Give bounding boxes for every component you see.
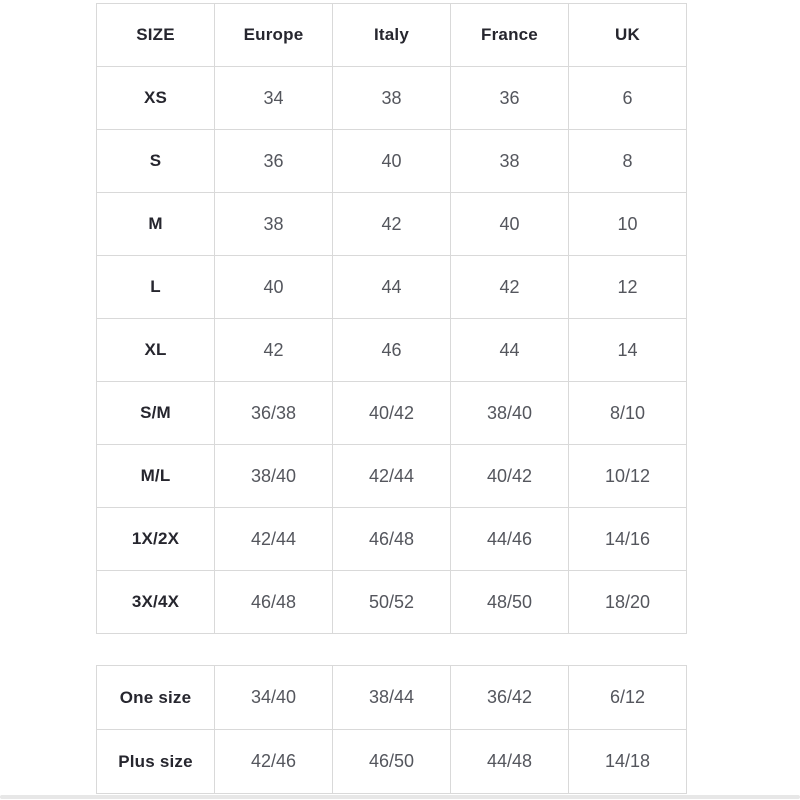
value-cell: 46/50: [332, 729, 451, 794]
value-cell: 36/42: [450, 665, 569, 730]
value-cell: 40/42: [450, 444, 569, 508]
value-cell: 44: [450, 318, 569, 382]
table-row: M 38 42 40 10: [96, 192, 687, 256]
value-cell: 14: [568, 318, 687, 382]
value-cell: 38: [332, 66, 451, 130]
value-cell: 14/16: [568, 507, 687, 571]
row-label-cell: One size: [96, 665, 215, 730]
value-cell: 40: [332, 129, 451, 193]
value-cell: 42/44: [214, 507, 333, 571]
value-cell: 8/10: [568, 381, 687, 445]
value-cell: 10/12: [568, 444, 687, 508]
value-cell: 6/12: [568, 665, 687, 730]
table-row: S/M 36/38 40/42 38/40 8/10: [96, 381, 687, 445]
value-cell: 6: [568, 66, 687, 130]
size-conversion-table: SIZE Europe Italy France UK XS 34 38 36 …: [96, 3, 687, 634]
row-label-cell: M: [96, 192, 215, 256]
value-cell: 40: [450, 192, 569, 256]
table-row: 3X/4X 46/48 50/52 48/50 18/20: [96, 570, 687, 634]
value-cell: 50/52: [332, 570, 451, 634]
column-header-europe: Europe: [214, 3, 333, 67]
value-cell: 40/42: [332, 381, 451, 445]
row-label-cell: M/L: [96, 444, 215, 508]
table-header-row: SIZE Europe Italy France UK: [96, 3, 687, 67]
column-header-italy: Italy: [332, 3, 451, 67]
value-cell: 36: [450, 66, 569, 130]
value-cell: 34/40: [214, 665, 333, 730]
value-cell: 8: [568, 129, 687, 193]
one-size-plus-size-table: One size 34/40 38/44 36/42 6/12 Plus siz…: [96, 665, 687, 794]
value-cell: 36/38: [214, 381, 333, 445]
horizontal-scrollbar[interactable]: [0, 795, 800, 799]
value-cell: 42: [332, 192, 451, 256]
value-cell: 48/50: [450, 570, 569, 634]
table-row: One size 34/40 38/44 36/42 6/12: [96, 665, 687, 730]
value-cell: 34: [214, 66, 333, 130]
column-header-size: SIZE: [96, 3, 215, 67]
table-row: L 40 44 42 12: [96, 255, 687, 319]
row-label-cell: L: [96, 255, 215, 319]
row-label-cell: 1X/2X: [96, 507, 215, 571]
value-cell: 38/40: [214, 444, 333, 508]
value-cell: 38/40: [450, 381, 569, 445]
value-cell: 46/48: [214, 570, 333, 634]
value-cell: 36: [214, 129, 333, 193]
row-label-cell: S: [96, 129, 215, 193]
column-header-france: France: [450, 3, 569, 67]
value-cell: 38/44: [332, 665, 451, 730]
value-cell: 40: [214, 255, 333, 319]
value-cell: 44: [332, 255, 451, 319]
value-cell: 38: [214, 192, 333, 256]
table-row: S 36 40 38 8: [96, 129, 687, 193]
row-label-cell: Plus size: [96, 729, 215, 794]
table-row: Plus size 42/46 46/50 44/48 14/18: [96, 729, 687, 794]
value-cell: 42/44: [332, 444, 451, 508]
value-cell: 12: [568, 255, 687, 319]
value-cell: 14/18: [568, 729, 687, 794]
value-cell: 44/46: [450, 507, 569, 571]
value-cell: 38: [450, 129, 569, 193]
row-label-cell: XS: [96, 66, 215, 130]
row-label-cell: 3X/4X: [96, 570, 215, 634]
row-label-cell: XL: [96, 318, 215, 382]
row-label-cell: S/M: [96, 381, 215, 445]
value-cell: 42/46: [214, 729, 333, 794]
value-cell: 46: [332, 318, 451, 382]
value-cell: 18/20: [568, 570, 687, 634]
column-header-uk: UK: [568, 3, 687, 67]
table-row: M/L 38/40 42/44 40/42 10/12: [96, 444, 687, 508]
value-cell: 42: [214, 318, 333, 382]
table-row: XL 42 46 44 14: [96, 318, 687, 382]
table-row: XS 34 38 36 6: [96, 66, 687, 130]
value-cell: 46/48: [332, 507, 451, 571]
value-cell: 44/48: [450, 729, 569, 794]
value-cell: 10: [568, 192, 687, 256]
table-row: 1X/2X 42/44 46/48 44/46 14/16: [96, 507, 687, 571]
value-cell: 42: [450, 255, 569, 319]
